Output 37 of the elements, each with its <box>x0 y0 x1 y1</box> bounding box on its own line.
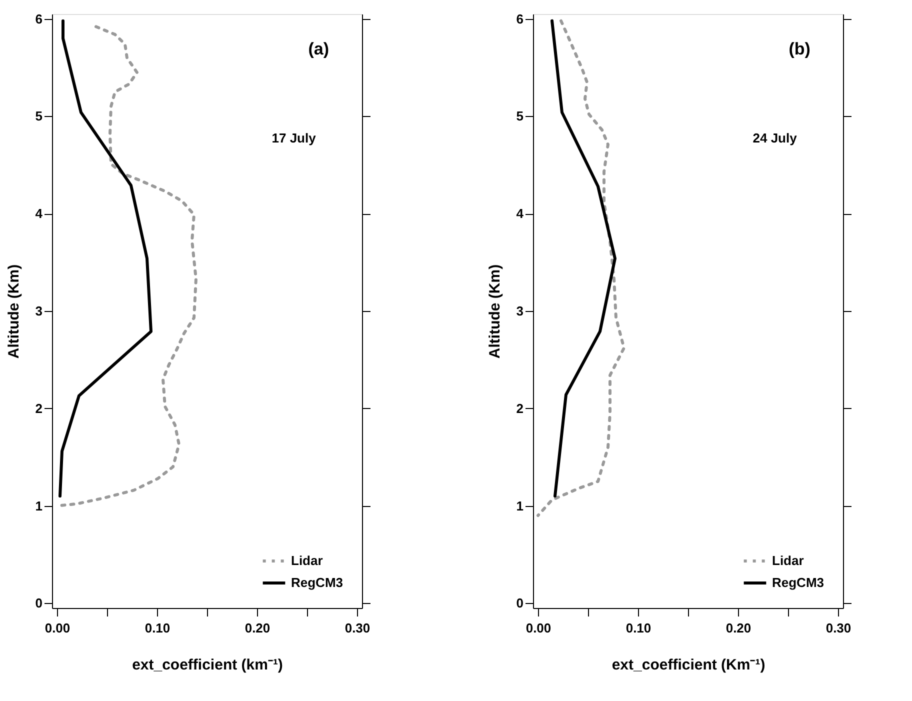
line-series <box>536 19 626 517</box>
y-tick-label: 5 <box>516 108 524 124</box>
y-tick-label: 0 <box>516 596 524 611</box>
x-tick-label: 0.30 <box>344 620 370 636</box>
x-tick-label: 0.20 <box>244 620 270 636</box>
x-axis-title: ext_coefficient (Km⁻¹) <box>612 656 766 674</box>
y-tick-label: 3 <box>516 304 524 318</box>
y-axis-title: Altitude (Km) <box>5 264 22 359</box>
annotation: (a) <box>308 40 329 59</box>
x-tick-label: 0.00 <box>526 620 552 636</box>
x-axis-title: ext_coefficient (km⁻¹) <box>132 656 283 674</box>
x-tick-label: 0.10 <box>626 620 652 636</box>
legend-label: Lidar <box>291 553 323 568</box>
legend-label: RegCM3 <box>772 575 824 590</box>
x-tick-label: 0.30 <box>826 620 852 636</box>
y-tick-label: 2 <box>516 400 524 416</box>
legend-label: Lidar <box>772 553 804 568</box>
x-tick-label: 0.20 <box>726 620 752 636</box>
y-tick-label: 5 <box>35 108 42 124</box>
y-axis-title: Altitude (Km) <box>486 264 504 359</box>
annotation: (b) <box>788 40 810 59</box>
y-tick-label: 0 <box>35 596 42 611</box>
y-tick-label: 6 <box>35 11 42 26</box>
y-tick-label: 3 <box>35 304 42 318</box>
line-series <box>58 19 152 498</box>
y-tick-label: 2 <box>35 400 42 416</box>
y-tick-label: 4 <box>516 206 524 222</box>
annotation: 17 July <box>272 130 317 146</box>
y-tick-label: 1 <box>35 498 42 514</box>
legend-label: RegCM3 <box>291 575 344 590</box>
x-tick-label: 0.00 <box>44 620 70 636</box>
y-tick-label: 6 <box>516 11 524 26</box>
annotation: 24 July <box>752 130 798 146</box>
line-series <box>550 19 616 498</box>
x-tick-label: 0.10 <box>144 620 170 636</box>
y-tick-label: 1 <box>516 498 524 514</box>
y-tick-label: 4 <box>35 206 44 222</box>
